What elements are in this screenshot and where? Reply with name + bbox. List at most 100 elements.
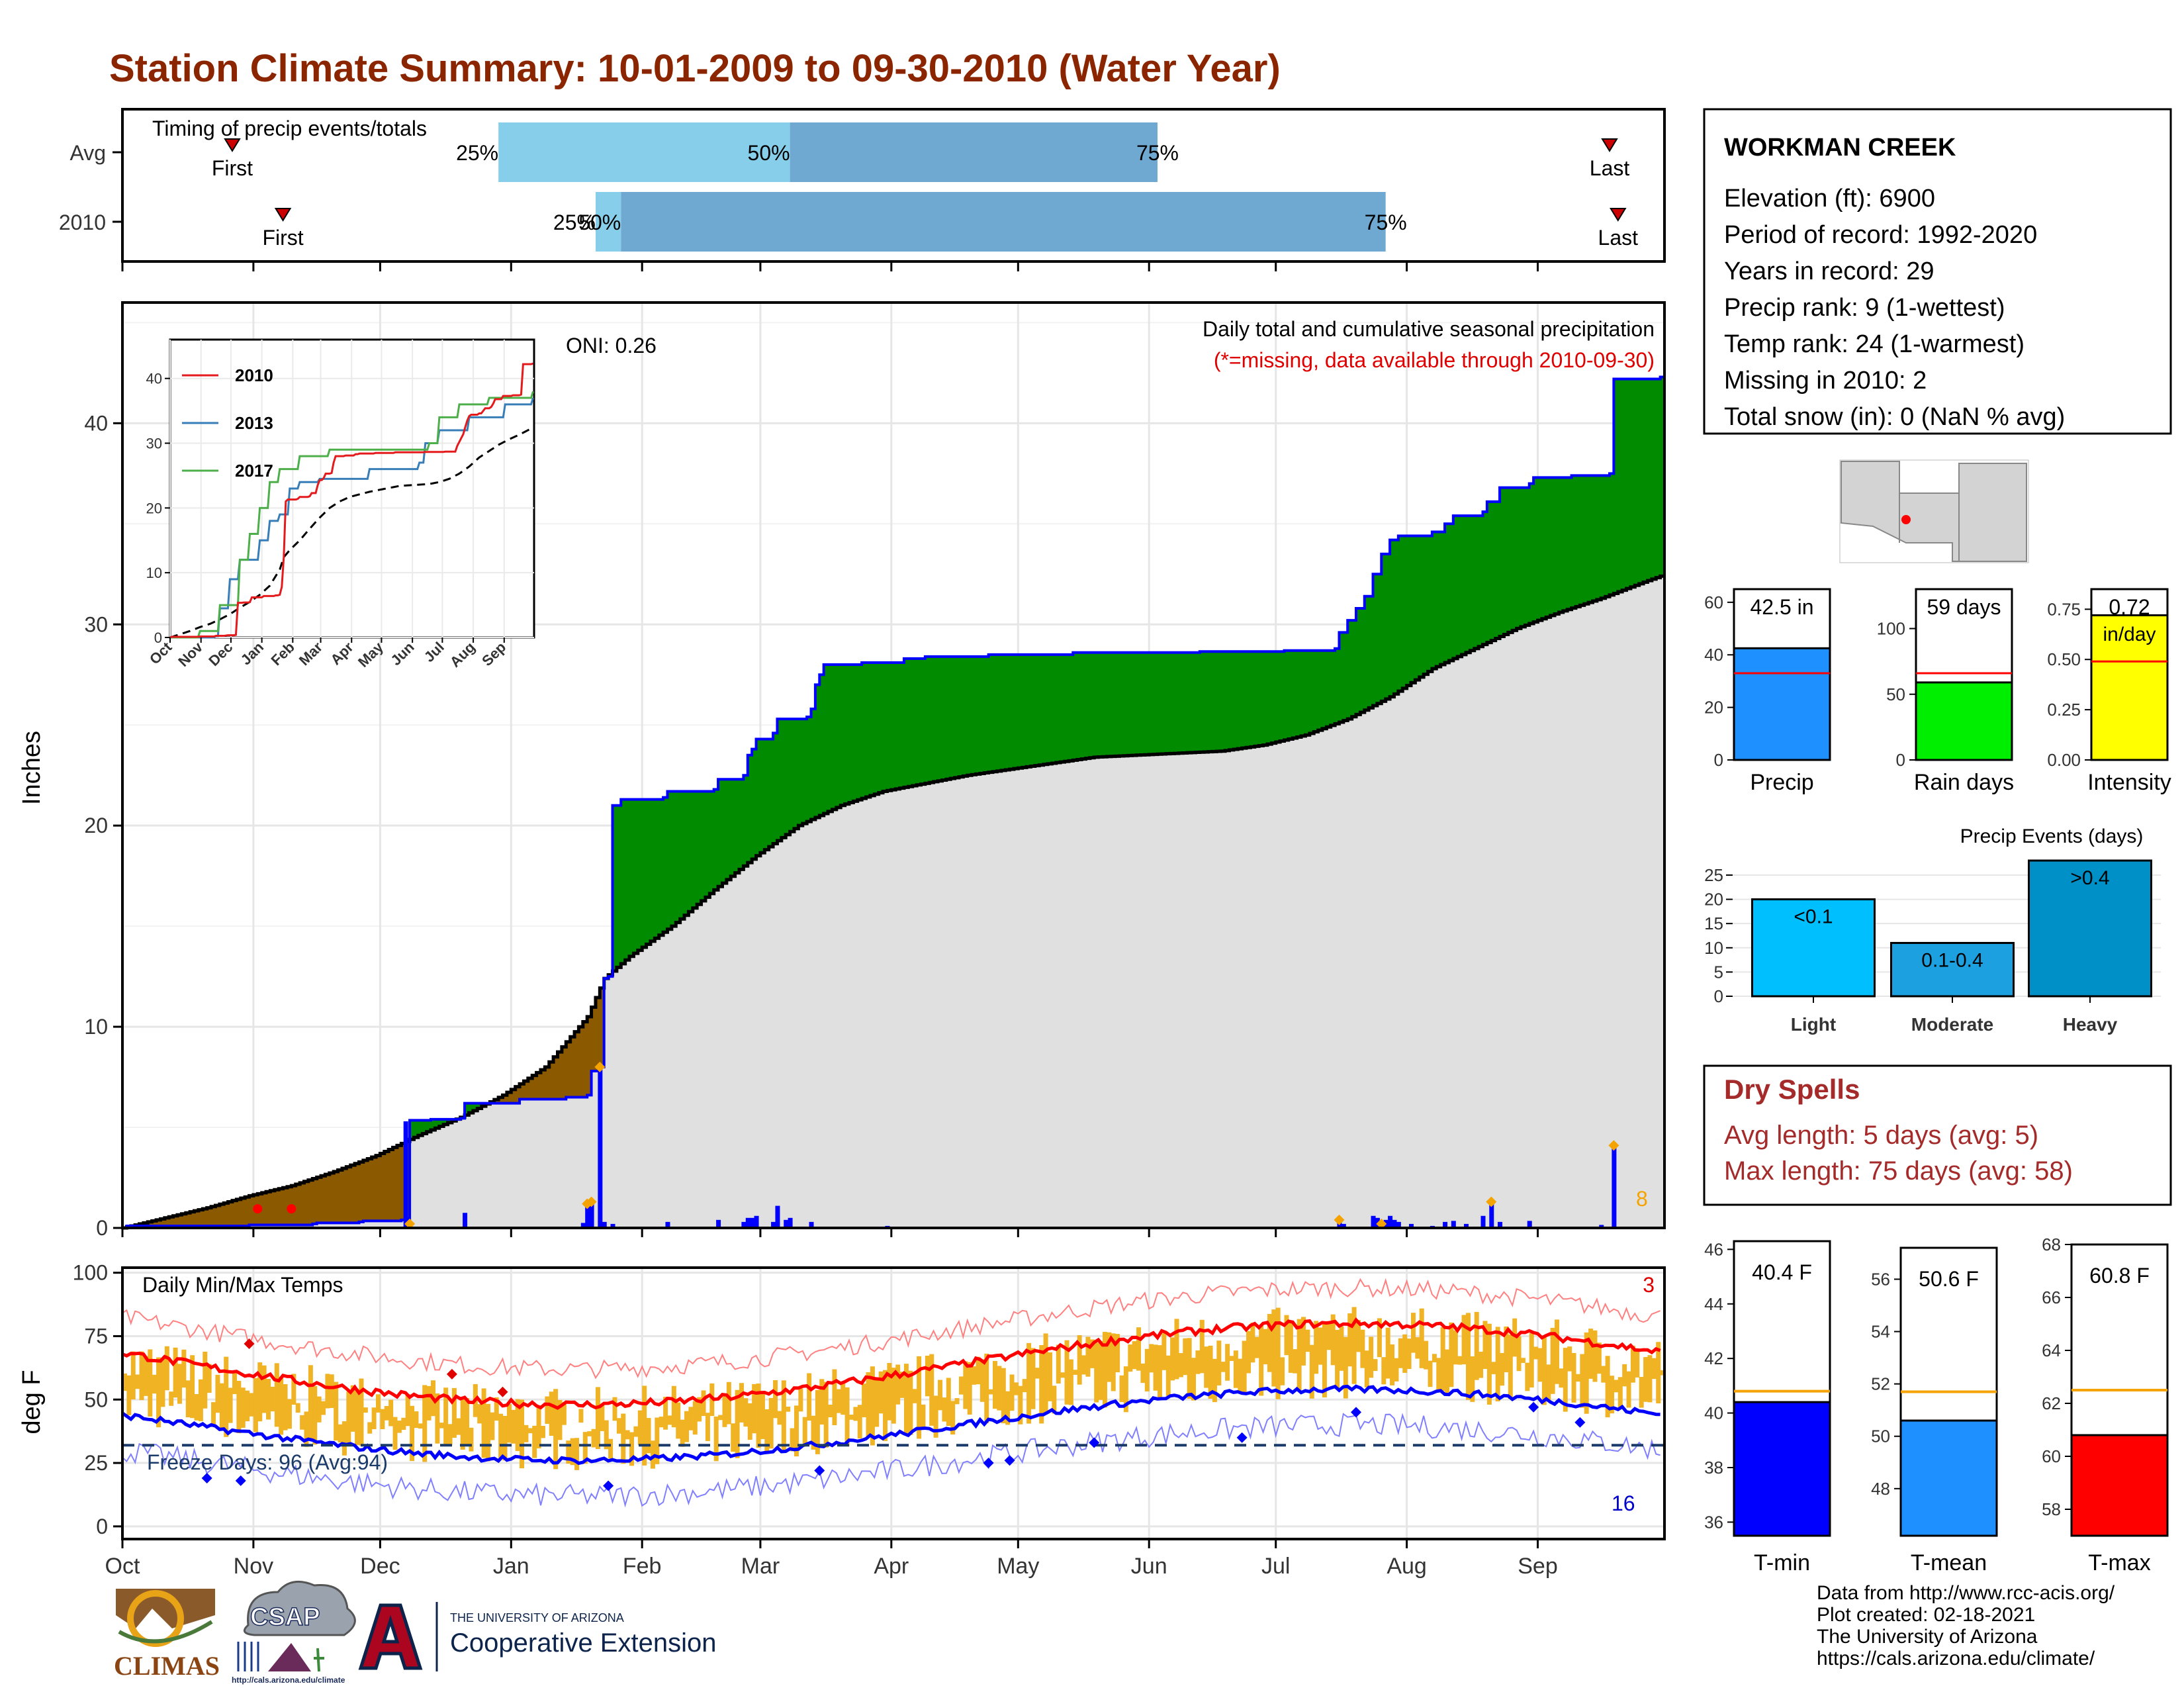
temp-daily-bar [684,1411,689,1442]
temp-daily-bar [1144,1348,1150,1391]
temp-cold-marker [603,1480,614,1491]
temp-daily-bar [903,1364,909,1434]
temp-daily-bar [1525,1362,1530,1391]
temp-daily-bar [494,1397,499,1421]
temp-x-tick-label: Apr [874,1554,909,1579]
station-map [1839,459,2029,563]
temp-panel-label: Daily Min/Max Temps [142,1273,343,1297]
temp-daily-bar [1385,1327,1390,1379]
temp-daily-bar [756,1383,761,1448]
temp-daily-bar [359,1378,364,1446]
temp-daily-bar [481,1388,486,1458]
temp-daily-bar [388,1399,394,1427]
temp-daily-bar [917,1356,922,1439]
dry-spells-max: Max length: 75 days (avg: 58) [1724,1156,2073,1186]
summary-bar-y-tick-label: 0.25 [2047,700,2081,720]
timing-q1-bar [595,192,621,252]
temp-summary-bars: 40.4 F 36 38 40 42 44 46 T-min 50.6 F 48 50 52 54 56 T… [1704,1235,2169,1575]
temp-daily-bar [1614,1380,1619,1393]
temp-daily-bar [1605,1356,1610,1418]
temp-daily-bar [752,1383,757,1434]
temp-daily-bar [253,1378,258,1432]
temp-daily-bar [232,1372,237,1395]
temp-x-tick-label: Jun [1131,1554,1167,1579]
temp-daily-bar [1419,1308,1424,1368]
temp-daily-bar [1073,1370,1078,1375]
temp-cold-marker [235,1475,246,1486]
temp-daily-bar [1639,1376,1644,1408]
station-name: WORKMAN CREEK [1724,134,1956,162]
precip-y-axis: 0 10 20 30 40 [84,411,122,1240]
temp-daily-bar [447,1424,453,1446]
temp-daily-bar [993,1360,997,1409]
temp-frame [121,1266,1666,1540]
temp-daily-bar [177,1364,182,1404]
temp-daily-bar [1656,1342,1661,1404]
temp-daily-bar [646,1418,651,1454]
timing-last-marker [1601,138,1618,152]
station-detail-line: Missing in 2010: 2 [1724,367,1927,395]
inset-y-tick-label: 40 [146,371,162,387]
precip-header-line1: Daily total and cumulative seasonal prec… [1203,317,1655,341]
precip-extreme-marker [1334,1214,1345,1225]
temp-daily-bar [1529,1333,1534,1388]
temp-daily-bar [1533,1346,1539,1360]
logo-ua-extension: THE UNIVERSITY OF ARIZONA Cooperative Ex… [358,1602,716,1671]
temp-daily-bar [790,1428,795,1452]
precip-2010-cumulative-line [122,375,1664,1229]
temp-daily-bar [135,1374,140,1389]
precip-extreme-marker [1486,1196,1497,1207]
temp-daily-bar [1157,1345,1162,1397]
temp-daily-bar [1516,1336,1522,1372]
temp-daily-bar [578,1409,584,1423]
temp-daily-bar [1263,1329,1268,1364]
precip-daily-bar [1388,1215,1393,1228]
temp-daily-bar [1520,1358,1525,1363]
temp-daily-bar [287,1399,292,1429]
temp-daily-bar [228,1387,233,1423]
summary-bar-y-tick-label: 0.00 [2047,750,2081,770]
temp-daily-bar [1305,1329,1310,1352]
temp-daily-bar [308,1365,313,1440]
precip-daily-bar [1612,1145,1617,1228]
temp-daily-bar [786,1406,791,1412]
timing-p50-label: 50% [748,141,790,165]
temp-daily-bar [1592,1330,1598,1382]
temp-daily-bar [621,1413,626,1464]
events-category-label: Light [1791,1014,1836,1035]
temp-daily-bar [862,1383,867,1417]
precip-daily-bar [463,1213,468,1228]
timing-p75-label: 75% [1365,211,1407,234]
temp-summary-category-label: T-min [1754,1550,1810,1575]
summary-bar-category-label: Rain days [1914,770,2014,795]
temp-summary-value-label: 40.4 F [1752,1260,1812,1284]
temp-daily-bar [206,1364,212,1393]
inset-legend-label: 2010 [235,365,273,385]
inset-y-tick-label: 30 [146,436,162,452]
events-bar [1751,898,1876,998]
temp-daily-bar [735,1389,740,1458]
precip-markers [253,1061,1619,1229]
temp-daily-bar [203,1351,208,1409]
temp-daily-bar [705,1413,710,1441]
temp-daily-bar [469,1427,474,1452]
precip-average-line [122,574,1664,1230]
temp-daily-bar [536,1405,541,1448]
precip-daily-bar [1392,1219,1397,1228]
temp-daily-bar [1242,1340,1247,1393]
temp-daily-bar [841,1382,846,1415]
temp-daily-bar [266,1379,271,1420]
temp-daily-bar [1309,1344,1314,1399]
temp-daily-bar [143,1356,148,1396]
temp-daily-bar [1643,1357,1649,1402]
temp-daily-bar [604,1420,609,1450]
temp-daily-bar [1486,1323,1492,1405]
temp-daily-bar [946,1378,951,1426]
temp-daily-bar [341,1421,347,1456]
events-bar [2028,859,2152,998]
temp-daily-bar [1660,1370,1665,1376]
temp-daily-bar [1377,1318,1382,1358]
precip-y-label: Inches [18,731,46,805]
precip-events-chart: Precip Events (days) <0.1 Light 0.1-0.4 Mod… [1704,825,2164,1035]
temp-daily-bar [211,1402,216,1425]
